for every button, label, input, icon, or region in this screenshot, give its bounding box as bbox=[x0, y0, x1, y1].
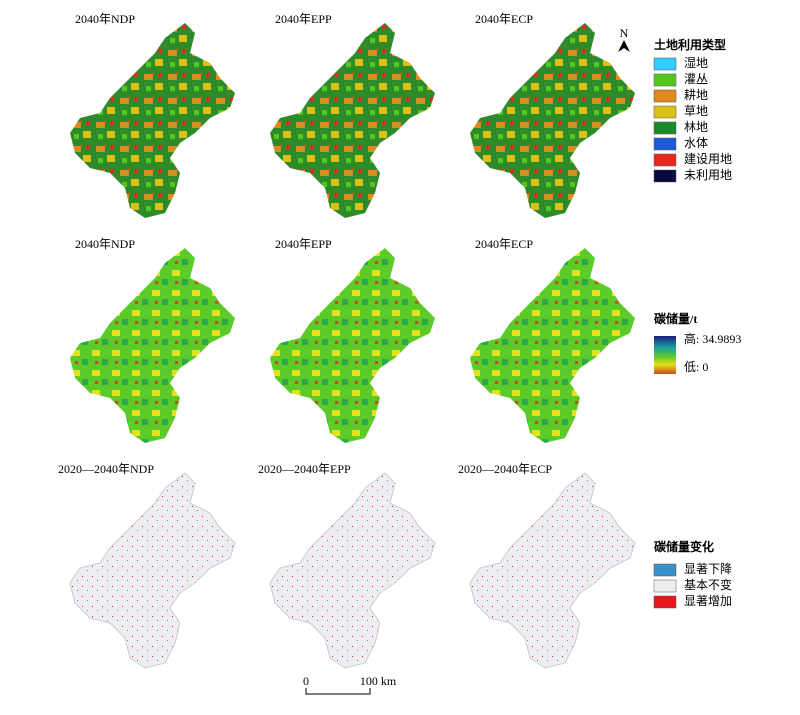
map-region bbox=[470, 248, 635, 443]
panel-title: 2020—2040年ECP bbox=[458, 462, 552, 476]
legend-label: 耕地 bbox=[684, 87, 708, 102]
legend-swatch bbox=[653, 169, 677, 183]
scale-bar bbox=[305, 688, 371, 695]
carbon-ramp bbox=[654, 336, 676, 374]
legend-label: 基本不变 bbox=[684, 577, 732, 592]
legend-swatch bbox=[653, 57, 677, 71]
legend-swatch bbox=[653, 563, 677, 577]
north-arrow: N bbox=[618, 26, 630, 52]
panel-title: 2040年ECP bbox=[475, 12, 533, 26]
legend-swatch bbox=[653, 105, 677, 119]
north-label: N bbox=[620, 26, 629, 40]
legend-label: 林地 bbox=[684, 120, 708, 134]
map-region bbox=[70, 248, 235, 443]
map-region bbox=[70, 23, 235, 218]
legend-swatch bbox=[653, 73, 677, 87]
panel-title: 2040年EPP bbox=[275, 12, 332, 26]
panel-title: 2040年ECP bbox=[475, 237, 533, 251]
map-region bbox=[69, 472, 236, 669]
legend-low: 低: 0 bbox=[684, 360, 708, 374]
scale-label: 0 bbox=[303, 674, 309, 688]
map-region bbox=[469, 472, 636, 669]
map-region bbox=[470, 23, 635, 218]
legend-swatch bbox=[653, 579, 677, 593]
panel-title: 2040年EPP bbox=[275, 237, 332, 251]
legend-swatch bbox=[653, 137, 677, 151]
legend-title: 土地利用类型 bbox=[654, 37, 726, 52]
legend-label: 灌丛 bbox=[684, 72, 708, 86]
legend-swatch bbox=[653, 153, 677, 167]
legend-label: 显著下降 bbox=[684, 562, 732, 576]
legend-label: 水体 bbox=[684, 136, 708, 150]
legend-high: 高: 34.9893 bbox=[684, 331, 741, 346]
legend-swatch bbox=[653, 121, 677, 135]
legend-title: 碳储量/t bbox=[654, 311, 697, 326]
scale-label: 100 km bbox=[360, 674, 397, 688]
legend-label: 显著增加 bbox=[684, 594, 732, 608]
panel-title: 2020—2040年NDP bbox=[58, 462, 154, 476]
legend-label: 建设用地 bbox=[684, 152, 732, 166]
legend-label: 草地 bbox=[684, 104, 708, 118]
legend-label: 未利用地 bbox=[684, 168, 732, 182]
map-region bbox=[270, 23, 435, 218]
legend-title: 碳储量变化 bbox=[654, 539, 714, 554]
legend-label: 湿地 bbox=[684, 55, 708, 70]
panel-title: 2040年NDP bbox=[75, 12, 135, 26]
map-region bbox=[269, 472, 436, 669]
map-region bbox=[270, 248, 435, 443]
panel-title: 2040年NDP bbox=[75, 237, 135, 251]
panel-title: 2020—2040年EPP bbox=[258, 462, 351, 476]
legend-swatch bbox=[653, 89, 677, 103]
legend-swatch bbox=[653, 595, 677, 609]
